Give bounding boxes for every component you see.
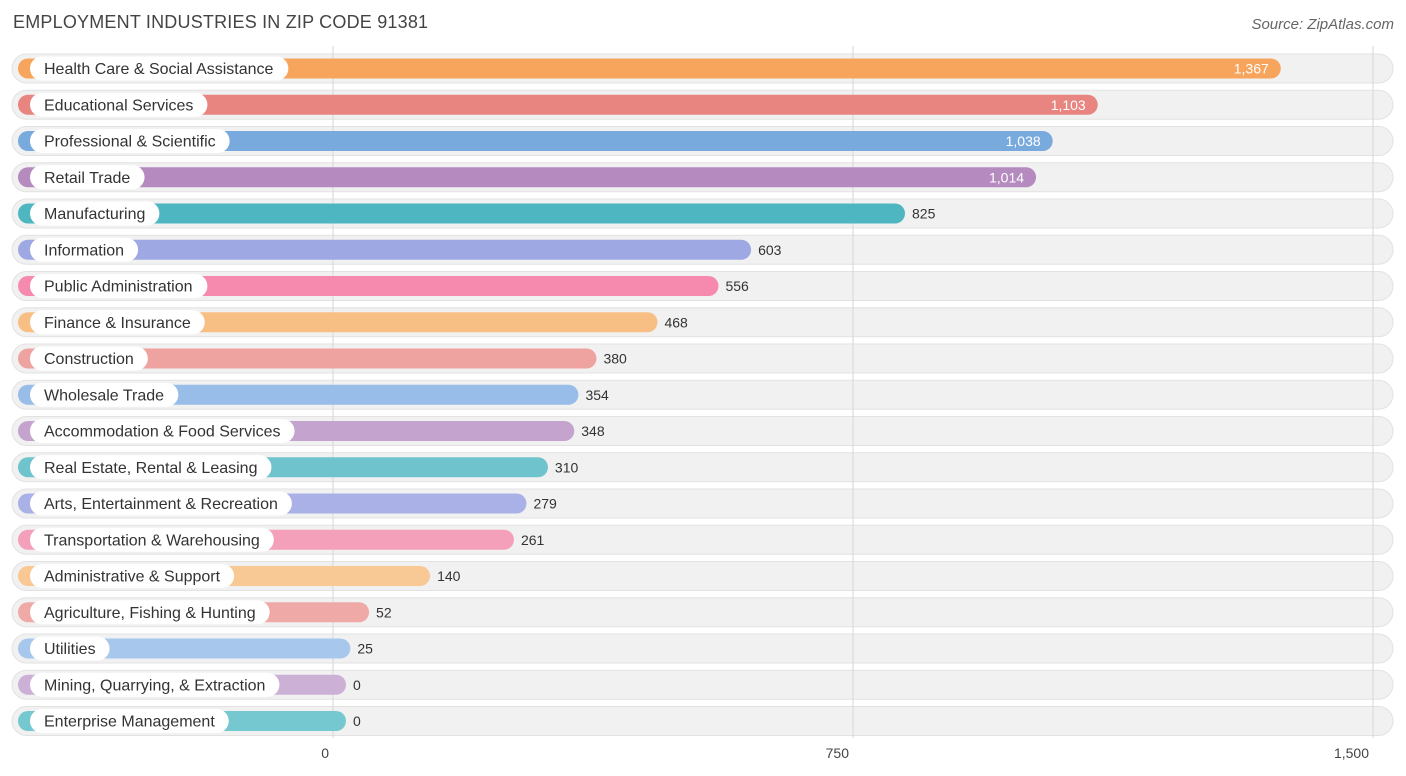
bar xyxy=(18,203,905,224)
category-label: Administrative & Support xyxy=(44,569,221,586)
category-label: Educational Services xyxy=(44,97,193,114)
bar-track xyxy=(11,669,1394,700)
category-label: Construction xyxy=(44,351,134,368)
bar xyxy=(18,94,1098,115)
category-label-pill xyxy=(30,129,230,153)
value-label: 380 xyxy=(603,351,627,367)
value-label: 1,103 xyxy=(1051,97,1086,113)
bar xyxy=(18,58,1281,79)
category-label-pill xyxy=(30,600,270,625)
category-label-pill xyxy=(30,201,160,226)
value-label: 310 xyxy=(555,459,579,475)
category-label: Real Estate, Rental & Leasing xyxy=(44,460,257,477)
category-label: Professional & Scientific xyxy=(44,134,216,151)
value-label: 825 xyxy=(912,206,936,222)
category-label: Enterprise Management xyxy=(44,714,215,731)
value-label: 140 xyxy=(437,568,461,584)
value-label: 1,038 xyxy=(1006,133,1041,149)
value-label: 354 xyxy=(585,387,609,403)
category-label: Agriculture, Fishing & Hunting xyxy=(44,605,256,622)
value-label: 279 xyxy=(533,496,557,512)
category-label-pill xyxy=(30,56,289,81)
category-label-pill xyxy=(30,564,235,588)
bar xyxy=(18,239,752,260)
x-tick-label: 0 xyxy=(321,745,329,761)
bar-track xyxy=(11,706,1394,736)
x-tick-label: 750 xyxy=(826,745,850,761)
category-label-pill xyxy=(30,382,179,407)
category-label: Finance & Insurance xyxy=(44,315,191,332)
value-label: 25 xyxy=(357,641,373,657)
category-label-pill xyxy=(30,165,145,190)
category-label-pill xyxy=(30,92,208,117)
category-label-pill xyxy=(30,636,110,661)
category-label-pill xyxy=(30,419,295,443)
category-label: Arts, Entertainment & Recreation xyxy=(44,496,278,513)
category-label: Utilities xyxy=(44,641,96,658)
category-label: Wholesale Trade xyxy=(44,387,164,404)
value-label: 556 xyxy=(725,278,749,294)
category-label: Manufacturing xyxy=(44,206,145,223)
category-label-pill xyxy=(30,310,205,335)
category-label: Mining, Quarrying, & Extraction xyxy=(44,677,265,694)
value-label: 1,014 xyxy=(989,169,1024,185)
category-label: Retail Trade xyxy=(44,170,130,187)
value-label: 52 xyxy=(376,604,392,620)
value-label: 0 xyxy=(353,713,361,729)
value-label: 348 xyxy=(581,423,605,439)
chart-title: EMPLOYMENT INDUSTRIES IN ZIP CODE 91381 xyxy=(13,12,429,32)
value-label: 603 xyxy=(758,242,782,258)
category-label-pill xyxy=(30,237,139,262)
bar-track xyxy=(11,633,1394,664)
category-label-pill xyxy=(30,274,208,298)
value-label: 468 xyxy=(664,314,688,330)
category-label-pill xyxy=(30,709,229,733)
category-label: Accommodation & Food Services xyxy=(44,424,281,441)
value-label: 0 xyxy=(353,677,361,693)
category-label: Public Administration xyxy=(44,279,193,296)
x-tick-label: 1,500 xyxy=(1334,745,1369,761)
category-label: Transportation & Warehousing xyxy=(44,532,260,549)
category-label-pill xyxy=(30,346,148,371)
category-label: Health Care & Social Assistance xyxy=(44,61,274,78)
category-label-pill xyxy=(30,527,274,552)
category-label-pill xyxy=(30,455,272,480)
value-label: 1,367 xyxy=(1234,61,1269,77)
bar xyxy=(18,348,597,369)
category-label: Information xyxy=(44,242,124,259)
category-label-pill xyxy=(30,672,280,697)
bar xyxy=(18,131,1053,151)
category-label-pill xyxy=(30,491,292,516)
bar xyxy=(18,167,1037,188)
value-label: 261 xyxy=(521,532,545,548)
chart-source: Source: ZipAtlas.com xyxy=(1251,16,1394,33)
